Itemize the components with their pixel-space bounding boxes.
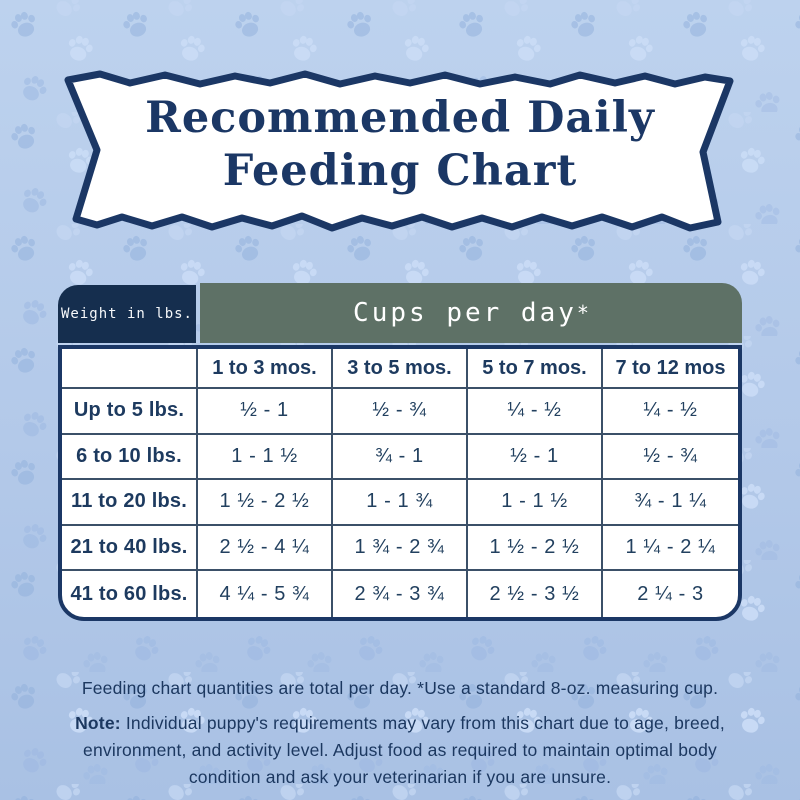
feeding-value-cell: ½ - ¾ [333,389,468,435]
banner-ribbon [64,70,734,232]
note-line1: Individual puppy's requirements may vary… [120,713,725,733]
feeding-value-cell: 1 ½ - 2 ½ [198,480,333,526]
age-column-header: 5 to 7 mos. [468,349,603,389]
weight-row-label: 6 to 10 lbs. [62,434,198,481]
feeding-value-cell: ½ - 1 [198,389,333,435]
feeding-value-cell: 1 ¾ - 2 ¾ [333,525,468,572]
weight-row-label: Up to 5 lbs. [62,389,198,435]
cups-header-cell: Cups per day * [200,283,742,343]
feeding-value-cell: 2 ½ - 3 ½ [468,571,603,617]
feeding-table-body: 1 to 3 mos. 3 to 5 mos. 5 to 7 mos. 7 to… [58,345,742,621]
note-line2: environment, and activity level. Adjust … [83,740,717,760]
feeding-value-cell: 2 ¾ - 3 ¾ [333,571,468,617]
weight-header-cell: Weight in lbs. [58,285,196,343]
age-header-blank [62,349,198,389]
page-title-line1: Recommended Daily [145,93,655,143]
feeding-value-cell: 2 ½ - 4 ¼ [198,525,333,572]
feeding-value-cell: ¼ - ½ [603,389,738,435]
feeding-value-cell: 1 ½ - 2 ½ [468,525,603,572]
feeding-value-cell: ¾ - 1 ¼ [603,480,738,526]
note-label: Note: [75,713,121,733]
feeding-table: Weight in lbs. Cups per day * 1 to 3 mos.… [58,283,742,621]
feeding-value-cell: 1 - 1 ¾ [333,480,468,526]
footnote: Feeding chart quantities are total per d… [81,678,719,698]
note-paragraph: Note: Individual puppy's requirements ma… [70,710,730,791]
feeding-value-cell: ½ - 1 [468,434,603,481]
cups-header-label: Cups per day [353,298,577,328]
feeding-value-cell: 1 ¼ - 2 ¼ [603,526,738,572]
age-column-header: 7 to 12 mos [603,349,738,389]
feeding-value-cell: 1 - 1 ½ [198,434,333,481]
weight-row-label: 41 to 60 lbs. [62,571,198,617]
feeding-value-cell: ½ - ¾ [603,435,738,481]
page-title-line2: Feeding Chart [222,146,578,196]
feeding-value-cell: 1 - 1 ½ [468,480,603,526]
age-column-header: 3 to 5 mos. [333,349,468,389]
page-title: Recommended Daily Feeding Chart [70,92,730,198]
feeding-value-cell: ¾ - 1 [333,434,468,481]
feeding-value-cell: 4 ¼ - 5 ¾ [198,571,333,617]
note-line3: condition and ask your veterinarian if y… [188,767,612,787]
weight-row-label: 11 to 20 lbs. [62,480,198,526]
feeding-value-cell: ¼ - ½ [468,389,603,435]
weight-row-label: 21 to 40 lbs. [62,525,198,572]
feeding-value-cell: 2 ¼ - 3 [637,582,704,605]
age-column-header: 1 to 3 mos. [198,349,333,389]
